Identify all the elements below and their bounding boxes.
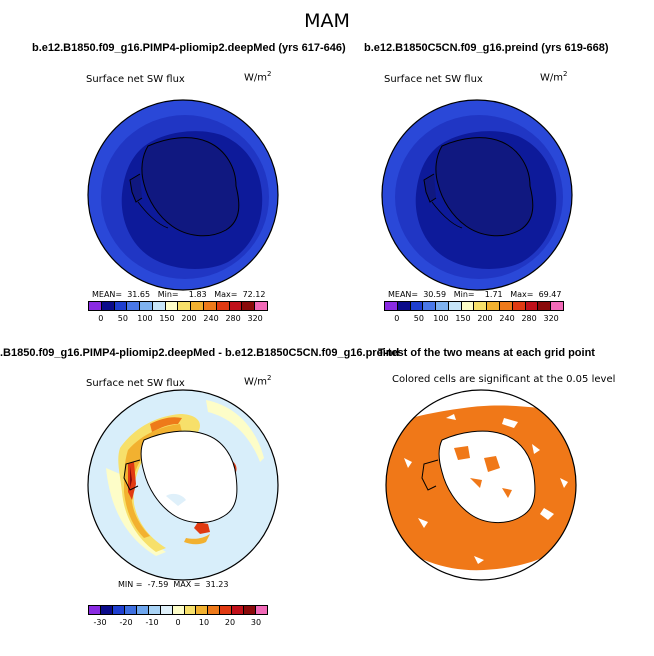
colorbar-tick-label: -10 [145,618,159,627]
colorbar-top-left [88,301,268,311]
polar-map-bottom-right [385,389,577,581]
colorbar-swatch [100,606,113,614]
colorbar-bottom-left [88,605,268,615]
colorbar-swatch [487,302,501,310]
polar-map-top-right [381,99,573,291]
colorbar-tick-label: 50 [117,314,128,323]
colorbar-tick-label: 100 [137,314,153,323]
colorbar-swatch [165,302,179,310]
colorbar-tick-label: 200 [181,314,197,323]
colorbar-tick-label: 20 [224,618,236,627]
colorbar-swatch [160,606,173,614]
colorbar-swatch [112,606,125,614]
colorbar-tick-label: 320 [247,314,263,323]
colorbar-swatch [184,606,197,614]
colorbar-swatch [208,606,221,614]
colorbar-tick-label: 150 [455,314,471,323]
colorbar-swatch [397,302,411,310]
colorbar-tick-label: 280 [225,314,241,323]
colorbar-swatch [89,302,102,310]
panel-title-top-left: b.e12.B1850.f09_g16.PIMP4-pliomip2.deepM… [32,42,346,54]
colorbar-tick-label: 280 [521,314,537,323]
colorbar-tick-label: 320 [543,314,559,323]
colorbar-ticks-top-right: 0 50 100 150 200 240 280 320 [384,314,564,324]
colorbar-swatch [136,606,149,614]
colorbar-swatch [172,606,185,614]
stats-top-right: MEAN= 30.59 Min= 1.71 Max= 69.47 [388,290,562,299]
colorbar-tick-label: 10 [198,618,210,627]
colorbar-swatch [101,302,115,310]
colorbar-tick-label: -20 [119,618,133,627]
colorbar-swatch [410,302,424,310]
colorbar-swatch [525,302,539,310]
colorbar-swatch [140,302,153,310]
colorbar-swatch [244,606,257,614]
colorbar-tick-label: -30 [93,618,107,627]
colorbar-swatch [89,606,101,614]
colorbar-swatch [114,302,128,310]
colorbar-swatch [385,302,398,310]
colorbar-swatch [474,302,488,310]
colorbar-ticks-bottom-left: -30 -20 -10 0 10 20 30 [88,618,268,628]
colorbar-tick-label: 0 [175,618,181,627]
panel-subtitle-top-right: Surface net SW flux [384,74,483,85]
units-bottom-left: W/m2 [244,374,272,388]
colorbar-top-right [384,301,564,311]
colorbar-swatch [148,606,161,614]
colorbar-swatch [124,606,137,614]
colorbar-tick-label: 0 [394,314,400,323]
units-top-right: W/m2 [540,70,568,84]
colorbar-tick-label: 100 [433,314,449,323]
page-title: MAM [304,10,350,32]
colorbar-tick-label: 240 [499,314,515,323]
colorbar-swatch [204,302,217,310]
colorbar-tick-label: 150 [159,314,175,323]
colorbar-swatch [551,302,563,310]
polar-map-top-left [87,99,279,291]
colorbar-swatch [255,302,267,310]
colorbar-swatch [127,302,141,310]
colorbar-swatch [538,302,552,310]
panel-title-bottom-left: .B1850.f09_g16.PIMP4-pliomip2.deepMed - … [0,347,400,359]
stats-top-left: MEAN= 31.65 Min= 1.83 Max= 72.12 [92,290,266,299]
colorbar-swatch [152,302,166,310]
colorbar-swatch [178,302,192,310]
panel-subtitle-top-left: Surface net SW flux [86,74,185,85]
colorbar-tick-label: 240 [203,314,219,323]
colorbar-swatch [500,302,513,310]
colorbar-swatch [436,302,449,310]
colorbar-swatch [191,302,205,310]
stats-bottom-left: MIN = -7.59 MAX = 31.23 [118,580,229,589]
colorbar-ticks-top-left: 0 50 100 150 200 240 280 320 [88,314,268,324]
colorbar-swatch [220,606,233,614]
colorbar-tick-label: 50 [413,314,424,323]
colorbar-swatch [196,606,209,614]
colorbar-tick-label: 0 [98,314,104,323]
panel-title-top-right: b.e12.B1850C5CN.f09_g16.preind (yrs 619-… [364,42,609,54]
panel-title-bottom-right: T-test of the two means at each grid poi… [378,347,595,359]
units-top-left: W/m2 [244,70,272,84]
colorbar-swatch [229,302,243,310]
colorbar-tick-label: 200 [477,314,493,323]
panel-subtitle-bottom-left: Surface net SW flux [86,378,185,389]
colorbar-swatch [448,302,462,310]
panel-subtitle-bottom-right: Colored cells are significant at the 0.0… [392,374,616,385]
colorbar-swatch [461,302,475,310]
colorbar-swatch [423,302,437,310]
colorbar-swatch [256,606,268,614]
polar-map-bottom-left [87,389,279,581]
colorbar-swatch [232,606,245,614]
colorbar-swatch [216,302,230,310]
colorbar-swatch [242,302,256,310]
colorbar-swatch [512,302,526,310]
colorbar-tick-label: 30 [250,618,262,627]
